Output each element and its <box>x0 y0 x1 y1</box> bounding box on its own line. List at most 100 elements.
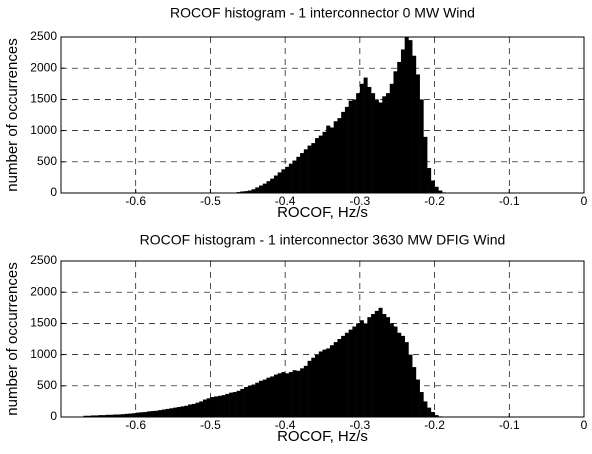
histogram-bar <box>322 131 327 193</box>
histogram-bar <box>188 404 193 417</box>
histogram-bar <box>277 373 282 417</box>
histogram-bar <box>266 377 271 417</box>
axes-frame <box>60 36 585 194</box>
histogram-bar <box>427 407 432 417</box>
histogram-bar <box>229 392 234 417</box>
histogram-bar <box>307 145 312 193</box>
histogram-bar <box>128 413 133 417</box>
x-tick-label: 0 <box>581 418 588 432</box>
histogram-bar <box>180 406 185 417</box>
histogram-bar <box>378 102 383 193</box>
x-tick-label: -0.1 <box>499 418 520 432</box>
histogram-bar <box>214 396 219 417</box>
histogram-bar <box>348 329 353 417</box>
histogram-bar <box>90 415 95 417</box>
histogram-bar <box>311 357 316 417</box>
y-axis-label: number of occurrences <box>4 262 21 415</box>
y-axis-label: number of occurrences <box>4 38 21 191</box>
histogram-bar <box>382 314 387 417</box>
histogram-bar <box>288 163 293 193</box>
x-tick-label: -0.6 <box>125 418 146 432</box>
histogram-bar <box>356 323 361 417</box>
histogram-bar <box>262 183 267 193</box>
histogram-bar <box>300 153 305 193</box>
histogram-bar <box>98 415 103 417</box>
histogram-bar <box>120 414 125 417</box>
y-tick-label: 0 <box>50 185 57 199</box>
histogram-bar <box>356 93 361 193</box>
y-tick-label: 1500 <box>30 316 57 330</box>
histogram-bar <box>344 106 349 193</box>
histogram-bar <box>300 368 305 417</box>
histogram-bar <box>244 191 249 193</box>
histogram-bar <box>352 326 357 417</box>
histogram-bar <box>333 342 338 417</box>
y-tick-label: 500 <box>37 378 57 392</box>
histogram-bar <box>303 365 308 417</box>
histogram-bar <box>273 374 278 417</box>
y-tick-label: 1500 <box>30 92 57 106</box>
histogram-bar <box>337 339 342 417</box>
chart-title: ROCOF histogram - 1 interconnector 3630 … <box>140 232 506 248</box>
histogram-bar <box>359 83 364 193</box>
histogram-bar <box>326 348 331 417</box>
histogram-bar <box>404 37 409 193</box>
x-tick-label: 0 <box>581 194 588 208</box>
histogram-bar <box>161 409 166 417</box>
histogram-bar <box>412 367 417 417</box>
histogram-bar <box>117 414 122 417</box>
histogram-bar <box>255 187 260 193</box>
histogram-bar <box>315 138 320 193</box>
histogram-bar <box>221 395 226 417</box>
histogram-bar <box>258 380 264 417</box>
histogram-bar <box>315 354 320 417</box>
histogram-bar <box>363 77 368 193</box>
histogram-bar <box>150 411 155 417</box>
histogram-bar <box>176 407 181 417</box>
histogram-bar <box>251 384 256 417</box>
histogram-bar <box>389 323 394 417</box>
histogram-bar <box>412 55 417 193</box>
histogram-bar <box>288 372 293 417</box>
histogram-bar <box>292 370 297 417</box>
histogram-bar <box>423 136 428 193</box>
histogram-bar <box>146 411 151 417</box>
histogram-bar <box>124 413 129 417</box>
histogram-bar <box>408 354 413 417</box>
histogram-bar <box>232 392 237 417</box>
histogram-bar <box>202 399 207 417</box>
histogram-bar <box>434 186 439 193</box>
histogram-bar <box>389 83 394 193</box>
histogram-bar <box>404 342 409 417</box>
histogram-bar <box>236 390 241 417</box>
histogram-bar <box>206 398 211 417</box>
histogram-bar <box>244 387 249 417</box>
histogram-bar <box>397 61 402 194</box>
x-tick-label: -0.5 <box>200 194 221 208</box>
histogram-bar <box>135 412 140 417</box>
x-tick-label: -0.3 <box>350 418 371 432</box>
histogram-bar <box>419 99 424 193</box>
histogram-bar <box>318 351 323 417</box>
histogram-bar <box>292 160 297 193</box>
histogram-bar <box>270 376 275 417</box>
x-axis-label: ROCOF, Hz/s <box>277 428 368 445</box>
histogram-bar <box>158 410 163 417</box>
histogram-bar <box>311 143 316 193</box>
x-tick-label: -0.2 <box>424 418 445 432</box>
histogram-bar <box>367 86 372 193</box>
histogram-bar <box>359 320 364 417</box>
histogram-bar <box>296 370 301 417</box>
histogram-bar <box>386 93 391 193</box>
histogram-bar <box>240 388 245 417</box>
histogram-bar <box>258 185 264 193</box>
histogram-bar <box>251 189 256 193</box>
histogram-bar <box>277 172 282 193</box>
histogram-bar <box>262 379 267 417</box>
y-tick-label: 2500 <box>30 29 57 43</box>
histogram-bar <box>173 407 178 417</box>
x-axis-label: ROCOF, Hz/s <box>277 204 368 221</box>
histogram-bar <box>423 401 428 417</box>
histogram-bar <box>165 408 170 417</box>
histogram-bar <box>322 349 327 417</box>
